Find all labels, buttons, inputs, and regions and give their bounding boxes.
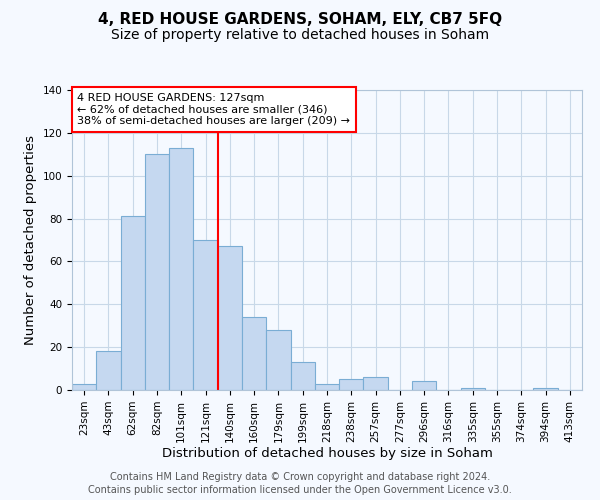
Text: 4, RED HOUSE GARDENS, SOHAM, ELY, CB7 5FQ: 4, RED HOUSE GARDENS, SOHAM, ELY, CB7 5F… bbox=[98, 12, 502, 28]
Bar bbox=[266, 330, 290, 390]
Bar bbox=[290, 362, 315, 390]
Text: Contains public sector information licensed under the Open Government Licence v3: Contains public sector information licen… bbox=[88, 485, 512, 495]
Y-axis label: Number of detached properties: Number of detached properties bbox=[24, 135, 37, 345]
Bar bbox=[242, 317, 266, 390]
Bar bbox=[72, 384, 96, 390]
Bar bbox=[533, 388, 558, 390]
Bar bbox=[145, 154, 169, 390]
Bar bbox=[461, 388, 485, 390]
Bar bbox=[96, 352, 121, 390]
Bar bbox=[218, 246, 242, 390]
Text: Contains HM Land Registry data © Crown copyright and database right 2024.: Contains HM Land Registry data © Crown c… bbox=[110, 472, 490, 482]
Text: 4 RED HOUSE GARDENS: 127sqm
← 62% of detached houses are smaller (346)
38% of se: 4 RED HOUSE GARDENS: 127sqm ← 62% of det… bbox=[77, 93, 350, 126]
Bar bbox=[364, 377, 388, 390]
Bar bbox=[193, 240, 218, 390]
Bar bbox=[412, 382, 436, 390]
Text: Size of property relative to detached houses in Soham: Size of property relative to detached ho… bbox=[111, 28, 489, 42]
Bar bbox=[315, 384, 339, 390]
Bar bbox=[121, 216, 145, 390]
Bar bbox=[339, 380, 364, 390]
X-axis label: Distribution of detached houses by size in Soham: Distribution of detached houses by size … bbox=[161, 448, 493, 460]
Bar bbox=[169, 148, 193, 390]
